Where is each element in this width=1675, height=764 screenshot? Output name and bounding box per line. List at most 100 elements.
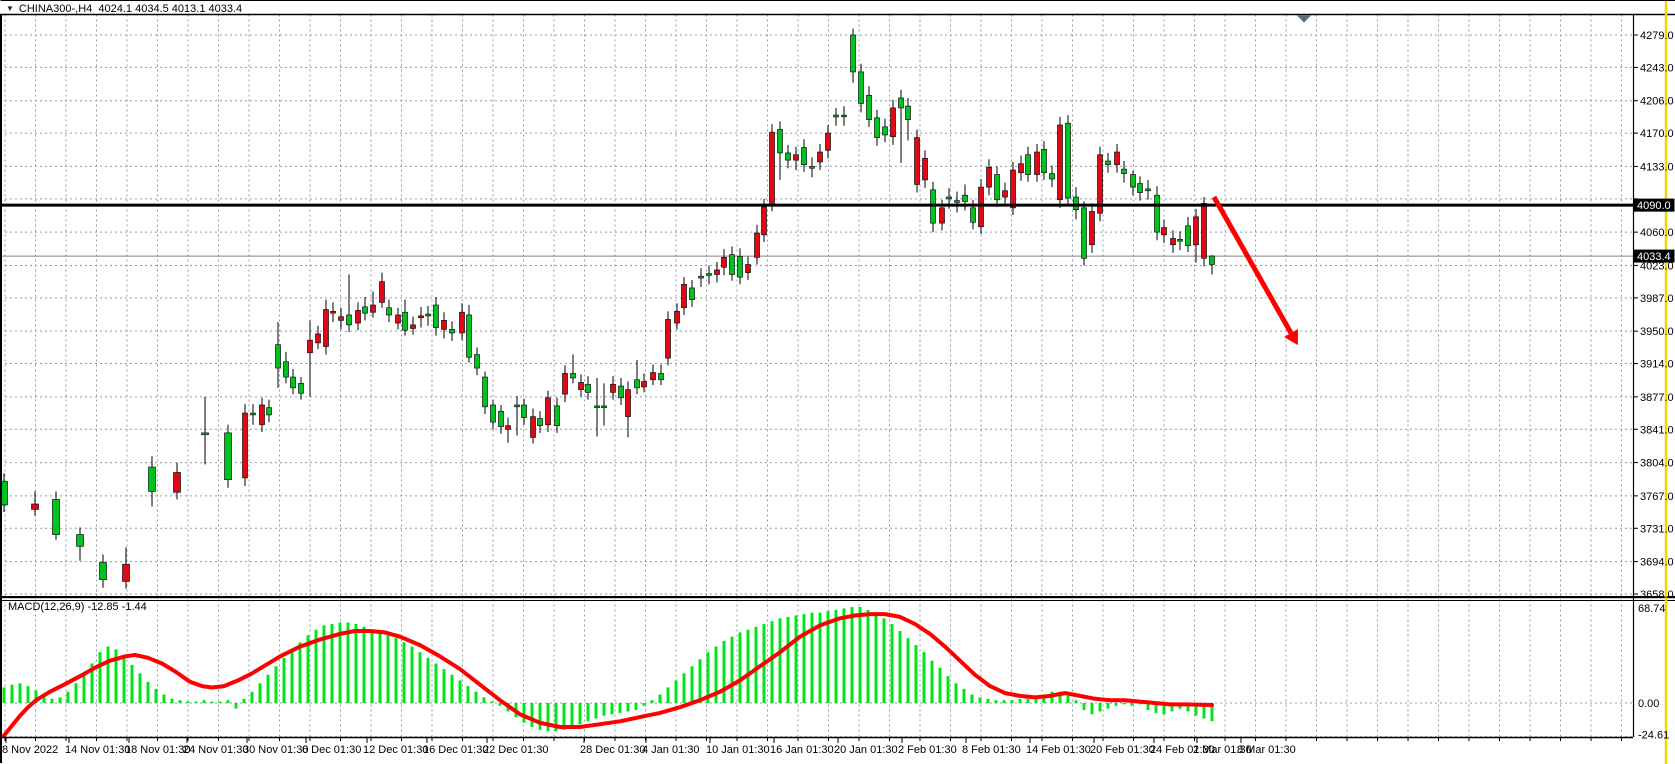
candle-body[interactable] xyxy=(610,383,616,393)
candle-body[interactable] xyxy=(754,232,760,258)
macd-axis[interactable]: 68.74 0.00 -24.61 xyxy=(1638,603,1669,742)
candle-body[interactable] xyxy=(290,376,296,389)
candle-body[interactable] xyxy=(665,319,671,359)
candle-body[interactable] xyxy=(954,200,960,203)
candle-body[interactable] xyxy=(601,405,607,409)
candle-body[interactable] xyxy=(1177,238,1183,242)
candle-body[interactable] xyxy=(785,152,791,161)
candle-body[interactable] xyxy=(898,97,904,109)
candle-body[interactable] xyxy=(459,311,465,334)
candle-body[interactable] xyxy=(224,432,232,481)
candle-body[interactable] xyxy=(514,404,520,408)
candle-body[interactable] xyxy=(298,383,304,394)
candle-body[interactable] xyxy=(99,562,107,580)
candle-body[interactable] xyxy=(698,275,704,279)
candle-body[interactable] xyxy=(530,416,536,438)
candle-body[interactable] xyxy=(338,316,344,321)
candle-body[interactable] xyxy=(962,194,968,202)
candle-body[interactable] xyxy=(737,256,743,278)
candle-body[interactable] xyxy=(76,534,84,547)
candle-body[interactable] xyxy=(793,154,799,161)
candle-body[interactable] xyxy=(433,304,439,328)
candle-body[interactable] xyxy=(379,281,385,303)
candle-body[interactable] xyxy=(905,105,911,120)
candle-body[interactable] xyxy=(801,147,807,165)
candle-body[interactable] xyxy=(283,361,289,378)
candle-body[interactable] xyxy=(449,329,455,334)
candle-body[interactable] xyxy=(1114,151,1120,165)
candle-body[interactable] xyxy=(650,372,656,381)
candle-body[interactable] xyxy=(1161,227,1167,236)
candle-body[interactable] xyxy=(173,472,181,493)
candle-body[interactable] xyxy=(323,309,329,347)
candle-body[interactable] xyxy=(425,313,431,317)
candle-body[interactable] xyxy=(521,404,527,418)
candle-body[interactable] xyxy=(618,385,624,399)
candle-body[interactable] xyxy=(1121,168,1127,174)
trend-arrow[interactable] xyxy=(1211,195,1298,346)
candle-body[interactable] xyxy=(1137,183,1143,193)
candle-body[interactable] xyxy=(259,404,265,426)
candle-body[interactable] xyxy=(978,186,984,228)
candle-body[interactable] xyxy=(1130,174,1136,188)
candle-body[interactable] xyxy=(1193,216,1199,246)
candle-body[interactable] xyxy=(858,71,864,104)
candle-body[interactable] xyxy=(1002,190,1008,198)
candle-body[interactable] xyxy=(946,196,952,200)
candle-body[interactable] xyxy=(833,114,839,118)
candle-body[interactable] xyxy=(1034,151,1040,175)
candle-body[interactable] xyxy=(809,166,815,169)
candle-body[interactable] xyxy=(410,324,416,329)
candle-body[interactable] xyxy=(148,466,156,492)
candle-body[interactable] xyxy=(1185,225,1191,246)
candle-body[interactable] xyxy=(585,383,591,393)
candle-body[interactable] xyxy=(641,381,647,388)
candle-body[interactable] xyxy=(570,373,576,379)
candle-body[interactable] xyxy=(890,107,896,138)
candle-body[interactable] xyxy=(1154,194,1160,233)
candle-body[interactable] xyxy=(994,174,1000,201)
candle-body[interactable] xyxy=(986,166,992,188)
candle-body[interactable] xyxy=(201,432,209,436)
candle-body[interactable] xyxy=(745,264,751,273)
candle-body[interactable] xyxy=(466,314,472,358)
candle-body[interactable] xyxy=(721,256,727,268)
candle-body[interactable] xyxy=(395,314,401,324)
candle-body[interactable] xyxy=(729,254,735,275)
symbol-dropdown-icon[interactable]: ▼ xyxy=(6,4,14,13)
candle-body[interactable] xyxy=(594,405,600,409)
candle-body[interactable] xyxy=(681,283,687,309)
candle-body[interactable] xyxy=(1081,207,1087,259)
candle-body[interactable] xyxy=(498,410,504,427)
candle-body[interactable] xyxy=(761,206,767,236)
candle-body[interactable] xyxy=(1145,188,1151,192)
candle-body[interactable] xyxy=(939,207,945,224)
candle-body[interactable] xyxy=(714,269,720,275)
candle-body[interactable] xyxy=(1105,160,1111,165)
candle-body[interactable] xyxy=(355,310,361,324)
candle-body[interactable] xyxy=(1170,238,1176,246)
candle-body[interactable] xyxy=(1010,169,1016,209)
candle-body[interactable] xyxy=(625,389,631,418)
candle-body[interactable] xyxy=(482,376,488,408)
candle-body[interactable] xyxy=(817,151,823,163)
candle-body[interactable] xyxy=(537,418,543,427)
candle-body[interactable] xyxy=(562,373,568,395)
candle-body[interactable] xyxy=(402,311,408,331)
candle-body[interactable] xyxy=(706,273,712,276)
candle-body[interactable] xyxy=(362,306,368,314)
candle-body[interactable] xyxy=(658,373,664,381)
candle-body[interactable] xyxy=(1209,255,1215,265)
candle-body[interactable] xyxy=(266,407,272,416)
scroll-position-marker-icon[interactable] xyxy=(1297,15,1311,23)
candle-body[interactable] xyxy=(914,137,920,185)
candle-body[interactable] xyxy=(1025,154,1031,175)
candle-body[interactable] xyxy=(634,379,640,389)
candle-body[interactable] xyxy=(1201,202,1207,259)
candle-body[interactable] xyxy=(242,412,248,479)
candle-body[interactable] xyxy=(554,405,560,427)
candle-body[interactable] xyxy=(490,404,496,423)
candle-body[interactable] xyxy=(777,129,783,154)
